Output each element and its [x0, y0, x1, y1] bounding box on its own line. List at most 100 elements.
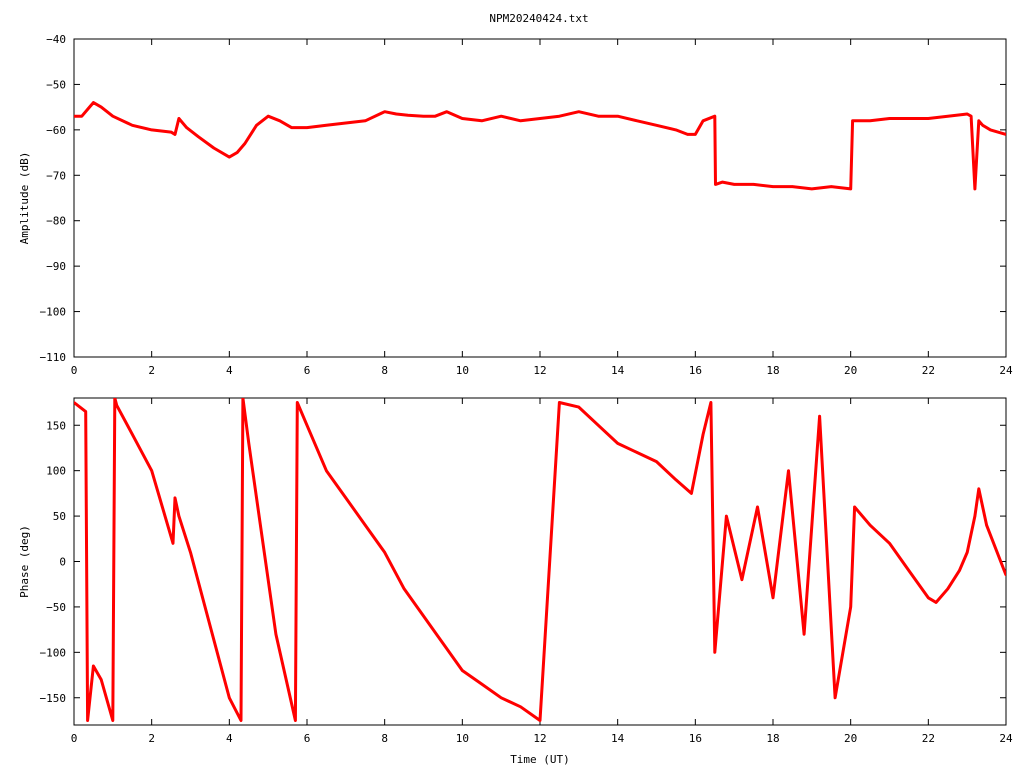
phase-data-point [441, 642, 445, 645]
amplitude-y-axis-label: Amplitude (dB) [18, 152, 31, 245]
amplitude-data-point [714, 183, 717, 186]
phase-data-point [958, 569, 961, 572]
phase-data-point [771, 596, 775, 599]
amplitude-data-point [255, 124, 258, 127]
phase-data-point [274, 633, 278, 636]
amplitude-data-point [1004, 133, 1006, 136]
phase-y-tick-label: −100 [40, 646, 67, 659]
amplitude-x-tick-label: 22 [922, 364, 935, 377]
phase-y-tick-label: 100 [46, 465, 66, 478]
phase-x-tick-label: 14 [611, 732, 625, 745]
amplitude-panel: 0 2 4 6 8 10 12 14 16 18 20 22 24−40−50−60−70−80−90−… [18, 33, 1013, 377]
phase-x-tick-label: 24 [999, 732, 1013, 745]
amplitude-data-point [150, 128, 153, 132]
amplitude-data-point [290, 126, 293, 129]
phase-data-point [177, 514, 181, 518]
phase-x-tick-label: 22 [922, 732, 935, 745]
amplitude-data-point [480, 119, 483, 123]
phase-series-line [74, 398, 1006, 722]
amplitude-data-point [851, 119, 854, 123]
phase-x-tick-label: 2 [148, 732, 155, 745]
phase-data-point [690, 492, 693, 495]
phase-data-point [616, 442, 619, 445]
amplitude-data-point [111, 115, 115, 118]
amplitude-x-tick-label: 2 [148, 364, 155, 377]
amplitude-data-point [830, 185, 833, 188]
phase-data-point [538, 719, 542, 722]
phase-data-point [927, 596, 930, 599]
amplitude-data-point [558, 115, 561, 118]
amplitude-y-tick-label: −50 [46, 78, 66, 91]
amplitude-x-tick-label: 18 [766, 364, 779, 377]
phase-data-point [713, 651, 716, 654]
amplitude-series-line [74, 101, 1006, 191]
amplitude-data-point [791, 185, 794, 188]
phase-data-point [74, 401, 76, 404]
amplitude-x-tick-label: 16 [689, 364, 702, 377]
phase-data-point [131, 433, 134, 436]
amplitude-y-tick-label: −80 [46, 215, 66, 228]
amplitude-data-point [185, 126, 188, 129]
amplitude-y-tick-label: −90 [46, 260, 66, 273]
phase-panel: 0 2 4 6 8 10 12 14 16 18 20 22 24150100500−50−100−15… [18, 397, 1013, 766]
phase-data-point [888, 542, 891, 545]
amplitude-x-tick-label: 6 [304, 364, 311, 377]
phase-data-point [383, 551, 386, 554]
phase-x-tick-label: 0 [71, 732, 78, 745]
amplitude-data-point [752, 183, 755, 186]
phase-data-point [966, 551, 969, 554]
amplitude-data-point [80, 115, 84, 118]
phase-x-tick-label: 6 [304, 732, 311, 745]
amplitude-data-point [635, 119, 639, 123]
amplitude-data-point [177, 117, 181, 120]
amplitude-x-tick-label: 4 [226, 364, 233, 377]
amplitude-data-point [344, 121, 347, 125]
amplitude-data-point [616, 115, 619, 118]
amplitude-data-point [212, 146, 215, 150]
amplitude-data-point [364, 119, 367, 123]
amplitude-y-tick-label: −60 [46, 124, 66, 137]
phase-data-point [985, 524, 988, 527]
amplitude-data-point [674, 128, 678, 132]
phase-data-point [189, 551, 192, 554]
amplitude-data-point [733, 183, 736, 186]
amplitude-x-tick-label: 14 [611, 364, 625, 377]
phase-data-point [756, 505, 759, 509]
phase-data-point [239, 719, 243, 722]
phase-data-point [818, 415, 821, 418]
phase-x-axis-label: Time (UT) [510, 753, 570, 766]
chart-title: NPM20240424.txt [489, 12, 588, 25]
phase-data-point [402, 587, 406, 590]
amplitude-data-point [977, 119, 980, 123]
phase-x-tick-label: 4 [226, 732, 233, 745]
amplitude-x-tick-label: 20 [844, 364, 857, 377]
amplitude-data-point [597, 115, 600, 118]
amplitude-data-point [74, 115, 76, 118]
phase-data-point [344, 496, 347, 500]
amplitude-data-point [325, 124, 328, 127]
phase-data-point [305, 424, 309, 427]
amplitude-x-tick-label: 0 [71, 364, 78, 377]
amplitude-data-point [278, 119, 281, 123]
amplitude-data-point [538, 117, 542, 120]
phase-x-tick-label: 10 [456, 732, 469, 745]
phase-data-point [115, 404, 118, 407]
phase-data-point [171, 542, 175, 545]
amplitude-data-point [197, 135, 200, 138]
phase-y-tick-label: −150 [40, 692, 67, 705]
phase-data-point [907, 569, 911, 572]
amplitude-data-point [461, 117, 464, 120]
amplitude-data-point [519, 119, 522, 123]
phase-data-point [500, 696, 503, 699]
amplitude-data-point [946, 115, 949, 118]
amplitude-data-point [445, 110, 448, 113]
amplitude-data-point [655, 124, 658, 127]
amplitude-data-point [434, 115, 437, 118]
amplitude-data-point [577, 110, 580, 113]
amplitude-y-tick-label: −70 [46, 169, 66, 182]
amplitude-data-point [406, 114, 410, 117]
amplitude-data-point [686, 133, 689, 136]
phase-data-point [597, 424, 600, 427]
phase-data-point [422, 614, 425, 618]
